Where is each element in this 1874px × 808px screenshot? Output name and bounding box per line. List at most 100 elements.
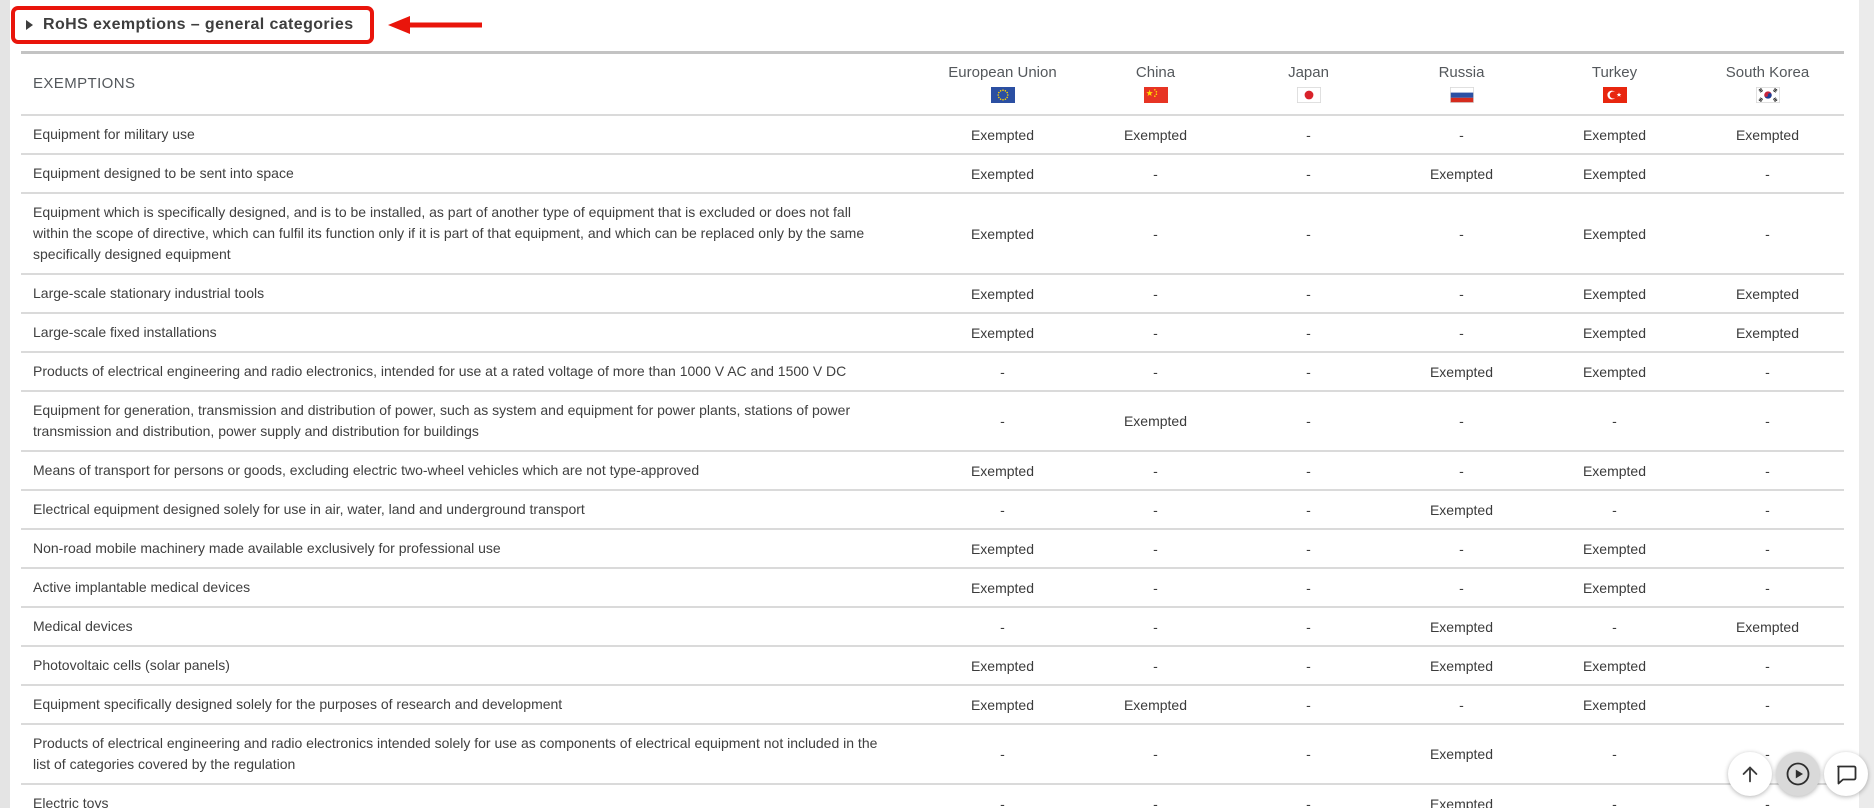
exemption-status-cell: - (926, 784, 1079, 808)
exemption-status-cell: Exempted (1538, 646, 1691, 686)
table-row: Large-scale fixed installations Exempted… (21, 313, 1844, 353)
column-header-russia: Russia (1385, 54, 1538, 116)
table-row: Large-scale stationary industrial tools … (21, 274, 1844, 314)
column-header-china: China (1079, 54, 1232, 116)
country-label: Russia (1438, 64, 1485, 81)
exemption-status-cell: Exempted (926, 193, 1079, 275)
exemption-status-cell: - (1691, 685, 1844, 725)
collapse-triangle-icon (26, 20, 33, 30)
exemptions-column-header: EXEMPTIONS (21, 54, 926, 116)
exemption-status-cell: - (1079, 529, 1232, 569)
exemption-status-cell: Exempted (1385, 724, 1538, 785)
section-header-annotation-box[interactable]: RoHS exemptions – general categories (11, 6, 374, 44)
exemption-status-cell: - (1232, 784, 1385, 808)
exemption-status-cell: - (1079, 313, 1232, 353)
section-header-bar: RoHS exemptions – general categories (0, 0, 1874, 44)
comment-button[interactable] (1824, 752, 1868, 796)
table-row: Means of transport for persons or goods,… (21, 451, 1844, 491)
table-row: Electrical equipment designed solely for… (21, 490, 1844, 530)
exemption-label: Equipment designed to be sent into space (21, 154, 926, 194)
exemption-status-cell: Exempted (1079, 115, 1232, 155)
exemption-label: Photovoltaic cells (solar panels) (21, 646, 926, 686)
south-korea-flag-icon (1755, 87, 1780, 103)
exemption-status-cell: Exempted (1538, 193, 1691, 275)
exemption-status-cell: - (1079, 607, 1232, 647)
exemption-status-cell: Exempted (1538, 352, 1691, 392)
exemption-status-cell: - (1079, 646, 1232, 686)
exemption-status-cell: - (1691, 784, 1844, 808)
exemption-status-cell: - (1232, 490, 1385, 530)
country-label: Japan (1288, 64, 1329, 81)
exemption-status-cell: - (926, 490, 1079, 530)
exemption-status-cell: Exempted (926, 451, 1079, 491)
exemption-label: Products of electrical engineering and r… (21, 724, 926, 785)
exemption-status-cell: - (1079, 724, 1232, 785)
exemption-status-cell: - (1538, 784, 1691, 808)
exemption-status-cell: - (1538, 391, 1691, 452)
exemption-status-cell: Exempted (1538, 274, 1691, 314)
exemption-label: Medical devices (21, 607, 926, 647)
exemption-status-cell: Exempted (1691, 274, 1844, 314)
scroll-to-top-button[interactable] (1728, 752, 1772, 796)
country-label: Turkey (1591, 64, 1638, 81)
exemption-status-cell: - (1385, 193, 1538, 275)
exemption-status-cell: - (1691, 490, 1844, 530)
exemption-status-cell: Exempted (1385, 352, 1538, 392)
exemption-status-cell: - (1232, 685, 1385, 725)
exemption-status-cell: Exempted (1385, 490, 1538, 530)
exemption-status-cell: Exempted (1385, 784, 1538, 808)
exemption-status-cell: Exempted (926, 646, 1079, 686)
table-row: Electric toys - - - Exempted - - (21, 784, 1844, 808)
exemption-label: Electric toys (21, 784, 926, 808)
exemption-status-cell: - (1232, 724, 1385, 785)
play-button[interactable] (1776, 752, 1820, 796)
exemption-status-cell: - (1691, 646, 1844, 686)
exemption-status-cell: - (1079, 352, 1232, 392)
exemptions-table-card: EXEMPTIONS European Union (21, 51, 1844, 808)
exemption-status-cell: Exempted (1538, 154, 1691, 194)
table-row: Equipment designed to be sent into space… (21, 154, 1844, 194)
exemption-status-cell: - (926, 352, 1079, 392)
china-flag-icon (1143, 87, 1168, 103)
turkey-flag-icon (1602, 87, 1627, 103)
exemption-status-cell: Exempted (1079, 685, 1232, 725)
exemption-status-cell: - (1079, 154, 1232, 194)
exemption-label: Equipment which is specifically designed… (21, 193, 926, 275)
column-header-turkey: Turkey (1538, 54, 1691, 116)
exemption-status-cell: Exempted (1538, 568, 1691, 608)
column-header-european-union: European Union (926, 54, 1079, 116)
exemption-status-cell: Exempted (926, 274, 1079, 314)
exemption-status-cell: - (1232, 646, 1385, 686)
page-left-gutter (0, 0, 10, 808)
table-row: Equipment for generation, transmission a… (21, 391, 1844, 452)
exemption-label: Large-scale stationary industrial tools (21, 274, 926, 314)
exemption-status-cell: - (1691, 193, 1844, 275)
exemption-status-cell: Exempted (926, 115, 1079, 155)
exemption-status-cell: - (1385, 451, 1538, 491)
exemption-status-cell: - (1691, 451, 1844, 491)
exemption-status-cell: - (1232, 568, 1385, 608)
exemption-status-cell: Exempted (1691, 313, 1844, 353)
exemption-status-cell: - (1079, 784, 1232, 808)
japan-flag-icon (1296, 87, 1321, 103)
table-row: Active implantable medical devices Exemp… (21, 568, 1844, 608)
exemption-label: Products of electrical engineering and r… (21, 352, 926, 392)
table-row: Equipment for military use Exempted Exemp… (21, 115, 1844, 155)
exemption-status-cell: - (1385, 685, 1538, 725)
exemption-status-cell: - (1691, 391, 1844, 452)
exemption-status-cell: - (1079, 274, 1232, 314)
exemption-status-cell: - (1538, 490, 1691, 530)
exemption-status-cell: - (1385, 529, 1538, 569)
exemption-status-cell: - (1691, 154, 1844, 194)
exemption-status-cell: Exempted (1385, 607, 1538, 647)
exemption-status-cell: Exempted (1385, 646, 1538, 686)
exemption-status-cell: - (1232, 352, 1385, 392)
exemption-status-cell: - (1232, 115, 1385, 155)
scrollbar-track[interactable] (1859, 0, 1874, 808)
exemption-status-cell: Exempted (1385, 154, 1538, 194)
table-row: Products of electrical engineering and r… (21, 724, 1844, 785)
floating-buttons (1728, 752, 1868, 796)
table-row: Photovoltaic cells (solar panels) Exempt… (21, 646, 1844, 686)
exemption-status-cell: - (1385, 115, 1538, 155)
exemption-status-cell: - (926, 724, 1079, 785)
